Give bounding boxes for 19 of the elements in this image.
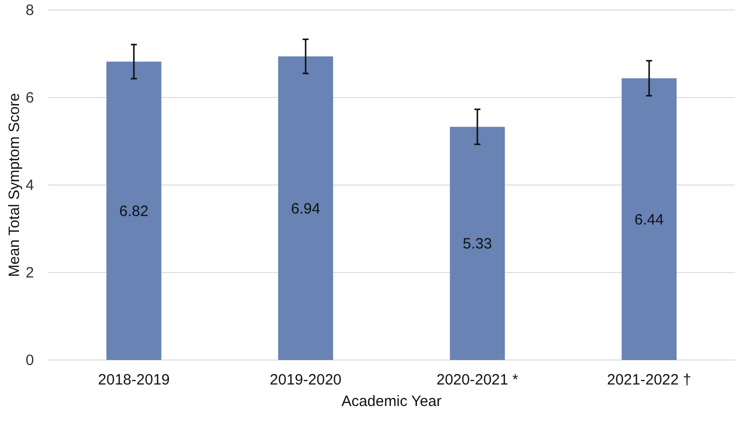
x-tick-label: 2021-2022 † — [607, 372, 692, 389]
y-tick-label: 8 — [26, 2, 34, 19]
bar — [622, 78, 677, 360]
y-tick-label: 2 — [26, 264, 34, 282]
bar — [278, 56, 334, 360]
data-label: 6.82 — [119, 203, 148, 220]
data-label: 6.94 — [291, 200, 320, 218]
x-tick-label: 2020-2021 * — [436, 372, 518, 389]
bar — [450, 126, 505, 360]
x-axis-title: Academic Year — [341, 393, 442, 410]
bar — [106, 62, 162, 360]
y-tick-label: 4 — [26, 176, 34, 194]
x-tick-label: 2018-2019 — [98, 372, 170, 389]
data-label: 6.44 — [634, 211, 664, 228]
y-axis-title: Mean Total Symptom Score — [6, 93, 23, 277]
y-tick-label: 0 — [26, 352, 34, 369]
x-tick-label: 2019-2020 — [270, 372, 342, 389]
y-tick-label: 6 — [26, 89, 34, 106]
data-label: 5.33 — [462, 236, 492, 253]
